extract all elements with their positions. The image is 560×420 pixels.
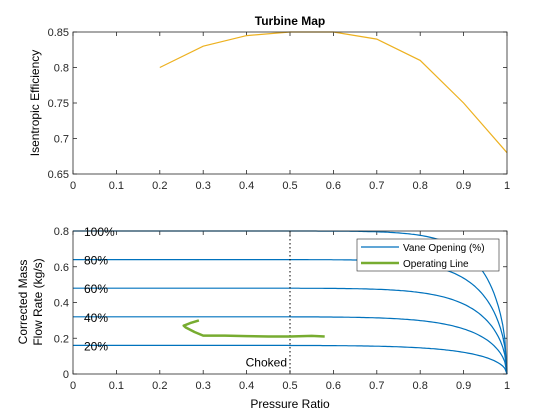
vane-opening-label: 20% — [84, 339, 108, 353]
chart-title: Turbine Map — [255, 14, 325, 28]
x-tick-label: 0.1 — [109, 180, 124, 192]
x-tick-label: 0.6 — [326, 380, 341, 392]
y-tick-label: 0.8 — [54, 63, 69, 75]
legend-label-vane-opening: Vane Opening (%) — [403, 243, 485, 254]
x-tick-label: 1 — [504, 180, 510, 192]
legend-label-operating-line: Operating Line — [403, 259, 469, 270]
y-tick-label: 0.4 — [54, 298, 69, 310]
y-axis-label-line-2: Flow Rate (kg/s) — [31, 258, 45, 345]
vane-opening-label: 80% — [84, 254, 108, 268]
efficiency-axes: Turbine Map Isentropic Efficiency 0 0.1 0.… — [28, 14, 510, 192]
flow-axes: Corrected Mass Flow Rate (kg/s) Pressure… — [16, 225, 510, 411]
vane-opening-label: 40% — [84, 311, 108, 325]
x-tick-label: 0.7 — [369, 180, 384, 192]
y-tick-label: 0.85 — [48, 27, 69, 39]
x-axis-label: Pressure Ratio — [250, 397, 330, 411]
x-tick-label: 0 — [70, 180, 76, 192]
x-tick-label: 0.6 — [326, 180, 341, 192]
operating-line — [182, 319, 325, 338]
x-tick-label: 0.9 — [456, 380, 471, 392]
x-tick-label: 0 — [70, 380, 76, 392]
efficiency-line — [159, 31, 508, 154]
x-tick-label: 0.3 — [196, 380, 211, 392]
x-tick-label: 0.1 — [109, 380, 124, 392]
y-tick-label: 0.2 — [54, 333, 69, 345]
x-tick-label: 0.9 — [456, 180, 471, 192]
x-tick-label: 0.5 — [282, 380, 297, 392]
vane-opening-label: 100% — [84, 225, 115, 239]
y-axis-label-line-1: Corrected Mass — [16, 260, 30, 345]
x-tick-label: 0.5 — [282, 180, 297, 192]
legend: Vane Opening (%) Operating Line — [356, 238, 500, 272]
x-tick-label: 0.7 — [369, 380, 384, 392]
flow-marks: 0 0.1 0.2 0.3 0.4 0.5 0.6 0.7 0.8 0.9 1 0 0.2 0.4 0.6 0… — [54, 225, 510, 392]
x-tick-label: 0.2 — [152, 180, 167, 192]
y-tick-label: 0.8 — [54, 226, 69, 238]
y-tick-label: 0.65 — [48, 169, 69, 181]
x-tick-label: 0.4 — [239, 180, 254, 192]
choked-label: Choked — [246, 355, 287, 369]
y-axis-label: Isentropic Efficiency — [28, 50, 42, 157]
x-tick-label: 1 — [504, 380, 510, 392]
vane-opening-curve — [73, 344, 508, 375]
x-tick-label: 0.3 — [196, 180, 211, 192]
vane-opening-curve — [73, 316, 508, 375]
x-tick-label: 0.2 — [152, 380, 167, 392]
y-tick-label: 0.7 — [54, 134, 69, 146]
vane-opening-label: 60% — [84, 282, 108, 296]
plot-frame — [72, 230, 508, 375]
x-tick-label: 0.4 — [239, 380, 254, 392]
x-tick-label: 0.8 — [413, 380, 428, 392]
legend-box — [356, 238, 500, 272]
y-tick-label: 0 — [63, 369, 69, 381]
y-tick-label: 0.6 — [54, 262, 69, 274]
plot-frame — [72, 31, 508, 175]
efficiency-marks: 0 0.1 0.2 0.3 0.4 0.5 0.6 0.7 0.8 0.9 1 0.65 0.7 0.75… — [48, 27, 510, 192]
x-tick-label: 0.8 — [413, 180, 428, 192]
y-tick-label: 0.75 — [48, 98, 69, 110]
